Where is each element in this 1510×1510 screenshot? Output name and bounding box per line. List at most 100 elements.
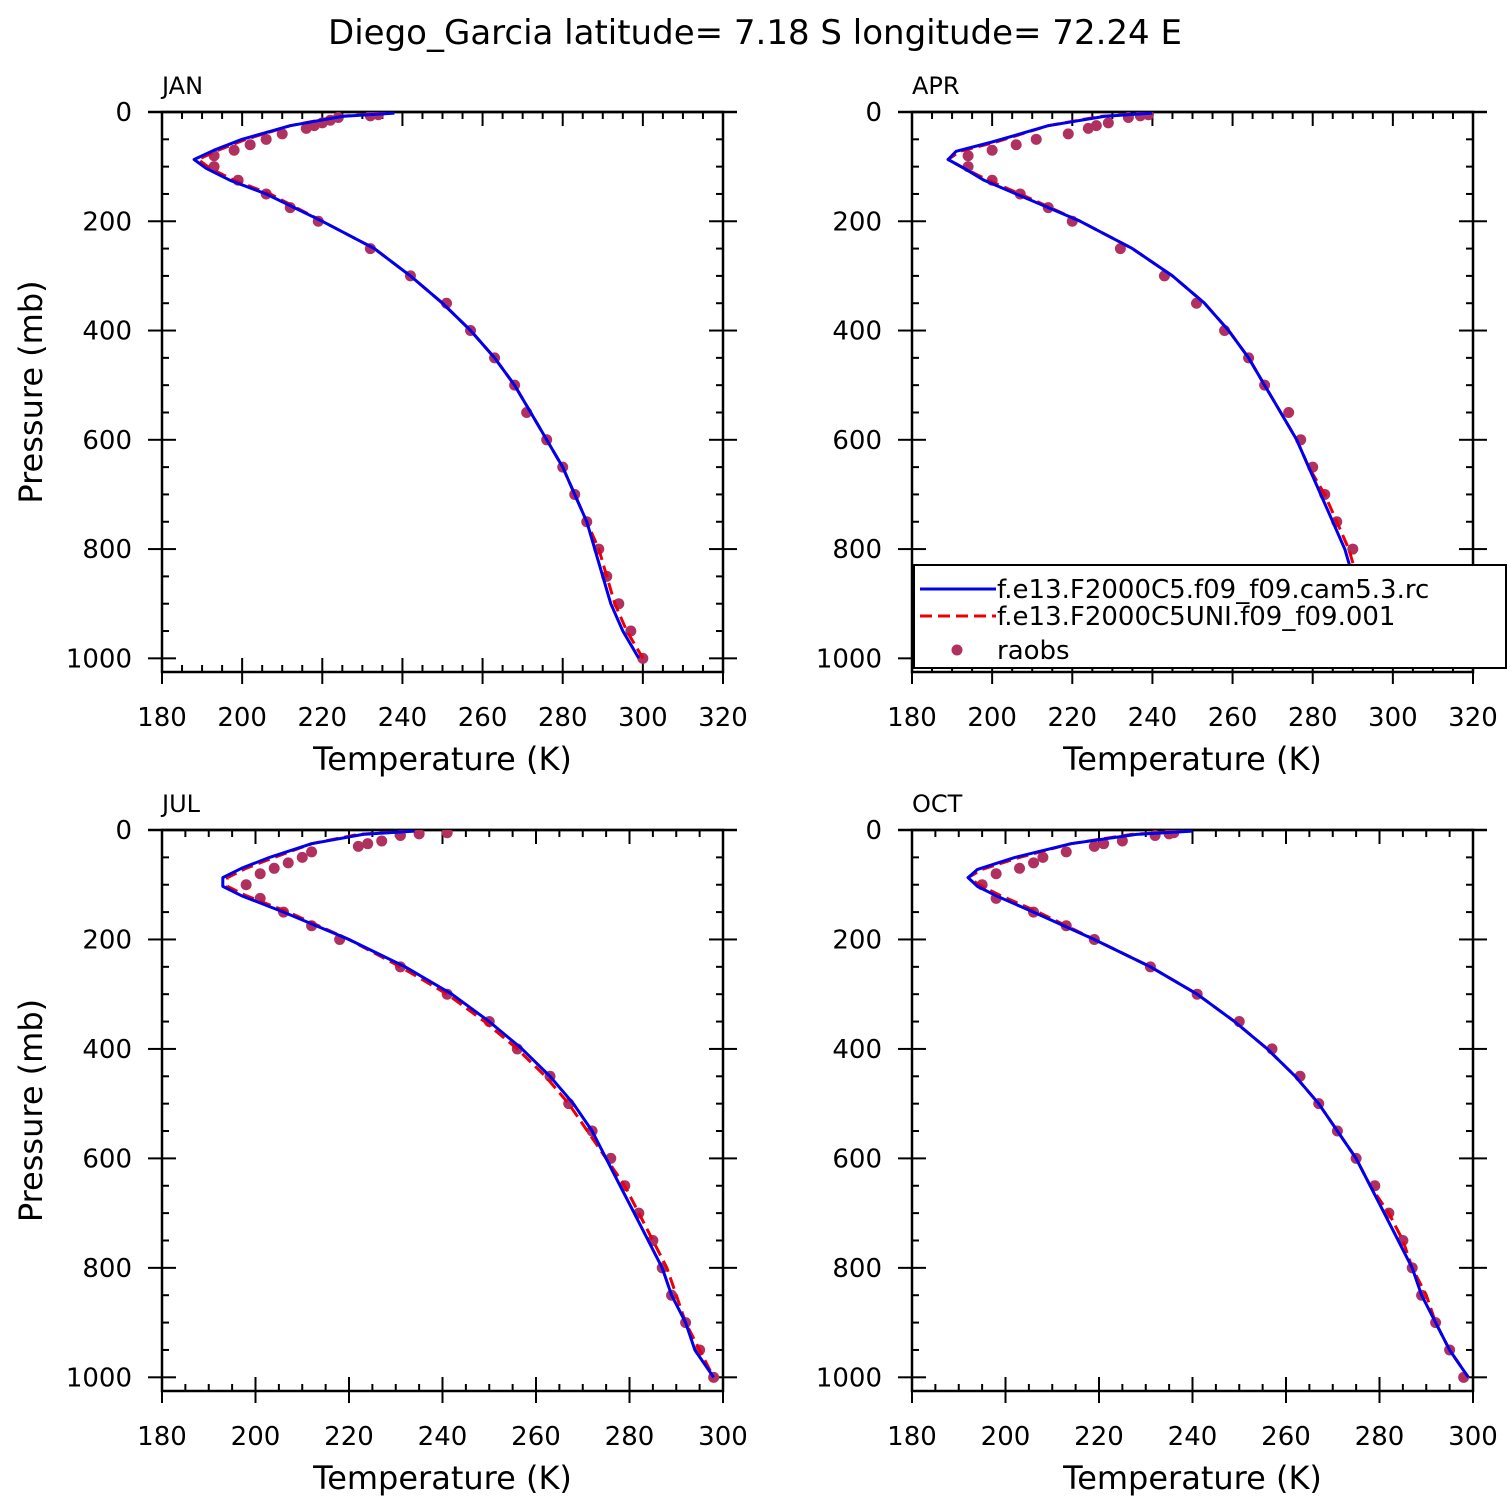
raobs-point: [1028, 857, 1040, 869]
y-axis-label: Pressure (mb): [12, 999, 50, 1222]
y-tick-label: 1000: [66, 644, 132, 674]
legend-entry: raobs: [951, 636, 1070, 666]
y-tick-label: 800: [832, 1254, 882, 1284]
series-line-cam: [966, 830, 1470, 1379]
x-tick-label: 260: [1261, 1422, 1311, 1452]
y-axis-label: Pressure (mb): [12, 280, 50, 503]
plot-frame: [910, 828, 1475, 1393]
raobs-point: [1102, 117, 1114, 129]
x-tick-label: 180: [887, 703, 937, 733]
y-tick-label: 200: [832, 207, 882, 237]
x-tick-label: 260: [1208, 703, 1258, 733]
raobs-point: [1062, 128, 1074, 140]
y-tick-label: 800: [832, 535, 882, 565]
panel-label: JAN: [160, 72, 203, 100]
x-tick-label: 320: [1448, 703, 1498, 733]
x-tick-label: 220: [1047, 703, 1097, 733]
x-tick-label: 280: [605, 1422, 655, 1452]
y-tick-label: 400: [82, 1035, 132, 1065]
raobs-point: [376, 835, 388, 847]
x-tick-label: 300: [1448, 1422, 1498, 1452]
legend-entry: f.e13.F2000C5UNI.f09_f09.001: [920, 602, 1395, 632]
panel-label: OCT: [912, 790, 963, 818]
raobs-point: [296, 851, 308, 863]
x-tick-label: 240: [1168, 1422, 1218, 1452]
x-tick-label: 240: [378, 703, 428, 733]
x-axis-label: Temperature (K): [1062, 1459, 1322, 1497]
panel-jan: JAN 180 200 220 240 260 280 300 320 0 200 400 600 800…: [12, 72, 748, 778]
x-tick-label: 260: [458, 703, 508, 733]
raobs-point: [990, 868, 1002, 880]
x-tick-label: 280: [1288, 703, 1338, 733]
x-tick-label: 220: [324, 1422, 374, 1452]
panel-oct: OCT 180 200 220 240 260 280 300 0 200 400 600 800 100…: [816, 790, 1498, 1497]
panel-label: APR: [912, 72, 960, 100]
raobs-point: [413, 830, 425, 840]
panel-jul: JUL 180 200 220 240 260 280 300 0 200 400 600 800 100…: [12, 790, 748, 1497]
series-line-uni: [946, 112, 1399, 660]
raobs-point: [1114, 243, 1126, 255]
x-axis-label: Temperature (K): [312, 740, 572, 778]
x-tick-label: 260: [511, 1422, 561, 1452]
x-tick-label: 200: [981, 1422, 1031, 1452]
raobs-point: [1088, 840, 1100, 852]
x-tick-label: 220: [297, 703, 347, 733]
plot-frame: [160, 110, 725, 674]
x-tick-label: 240: [418, 1422, 468, 1452]
x-tick-label: 200: [217, 703, 267, 733]
y-tick-label: 200: [82, 925, 132, 955]
y-tick-label: 800: [82, 535, 132, 565]
raobs-point: [306, 846, 318, 858]
y-tick-label: 0: [865, 816, 882, 846]
series-line-cam: [192, 112, 641, 660]
plot-area: [946, 112, 1403, 664]
x-tick-label: 220: [1074, 1422, 1124, 1452]
legend-label: f.e13.F2000C5.f09_f09.cam5.3.rc: [997, 575, 1429, 605]
plot-area: [221, 830, 720, 1383]
raobs-point: [260, 133, 272, 145]
plot-area: [966, 830, 1470, 1383]
series-line-cam: [221, 830, 715, 1379]
raobs-point: [1030, 133, 1042, 145]
raobs-point: [276, 128, 288, 140]
raobs-point: [1082, 122, 1094, 134]
x-tick-label: 320: [698, 703, 748, 733]
x-tick-label: 300: [698, 1422, 748, 1452]
y-tick-label: 1000: [816, 1363, 882, 1393]
x-tick-label: 300: [618, 703, 668, 733]
x-tick-label: 180: [887, 1422, 937, 1452]
y-tick-label: 400: [82, 317, 132, 347]
raobs-point: [244, 139, 256, 151]
y-tick-label: 800: [82, 1254, 132, 1284]
panels: JAN 180 200 220 240 260 280 300 320 0 200 400 600 800…: [12, 72, 1498, 1497]
y-tick-label: 1000: [816, 644, 882, 674]
legend-label: f.e13.F2000C5UNI.f09_f09.001: [997, 602, 1395, 632]
raobs-point: [268, 862, 280, 874]
y-tick-label: 600: [832, 1144, 882, 1174]
y-tick-label: 200: [82, 207, 132, 237]
legend: f.e13.F2000C5.f09_f09.cam5.3.rcf.e13.F20…: [913, 564, 1507, 669]
x-tick-label: 280: [1355, 1422, 1405, 1452]
x-tick-label: 180: [137, 703, 187, 733]
x-tick-label: 240: [1128, 703, 1178, 733]
raobs-point: [240, 879, 252, 891]
x-tick-label: 280: [538, 703, 588, 733]
x-tick-label: 180: [137, 1422, 187, 1452]
raobs-point: [986, 144, 998, 156]
legend-marker: [951, 644, 963, 656]
y-tick-label: 1000: [66, 1363, 132, 1393]
raobs-point: [282, 857, 294, 869]
raobs-point: [962, 150, 974, 162]
raobs-point: [1283, 406, 1295, 418]
y-tick-label: 600: [82, 426, 132, 456]
y-tick-label: 600: [832, 426, 882, 456]
x-axis-label: Temperature (K): [312, 1459, 572, 1497]
raobs-point: [254, 868, 266, 880]
raobs-point: [352, 840, 364, 852]
x-tick-label: 300: [1368, 703, 1418, 733]
raobs-point: [625, 625, 637, 637]
y-tick-label: 0: [115, 98, 132, 128]
series-line-uni: [225, 830, 715, 1378]
y-tick-label: 400: [832, 317, 882, 347]
